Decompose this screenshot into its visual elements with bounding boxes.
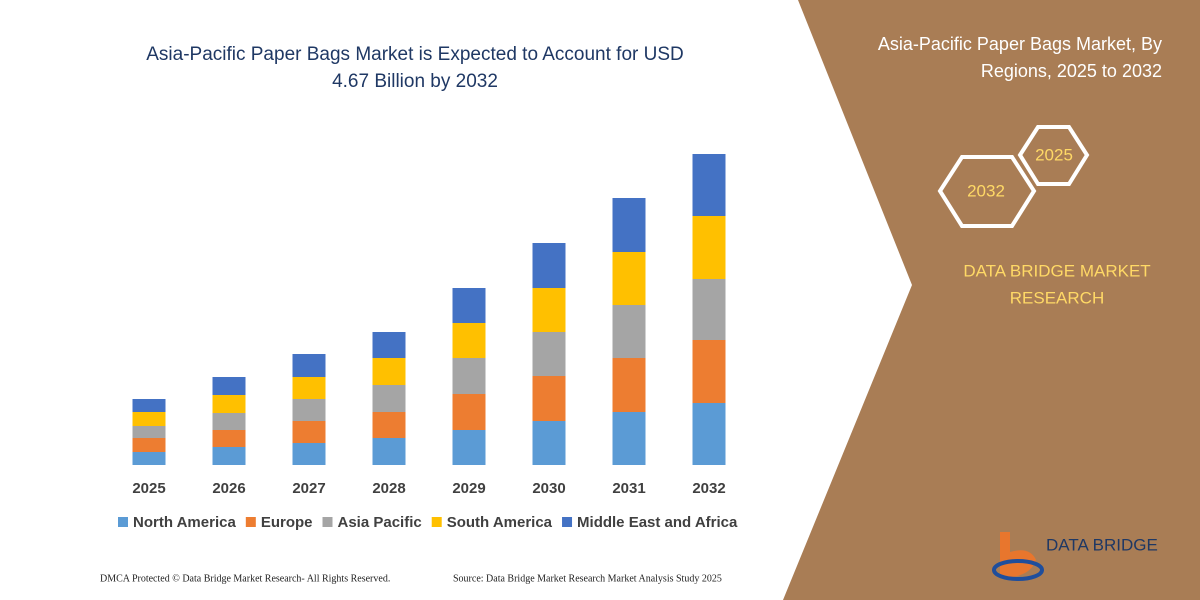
bar-segment [212,377,246,395]
bar-segment [212,395,246,413]
chart-title: Asia-Pacific Paper Bags Market is Expect… [146,44,684,65]
bar-segment [612,412,646,465]
legend-swatch [562,517,573,527]
bar-segment [612,305,646,358]
x-tick-label: 2026 [212,480,245,497]
legend: North America Europe Asia Pacific South Ame… [118,514,738,531]
bar-segment [612,198,646,252]
logo-swoosh [992,559,1044,581]
footer-right: Source: Data Bridge Market Research Mark… [453,573,722,584]
x-tick-label: 2030 [532,480,565,497]
x-tick-label: 2031 [612,480,645,497]
bar-segment [212,447,246,465]
x-tick-label: 2028 [372,480,405,497]
bar-segment [132,426,166,438]
bar-segment [452,323,486,358]
hexagon [937,155,1037,228]
bar-segment [452,394,486,430]
panel-title: Asia-Pacific Paper Bags Market, By [878,34,1162,54]
bar-segment [532,288,566,332]
bar-segment [132,399,166,412]
footer-left: DMCA Protected © Data Bridge Market Rese… [100,573,390,584]
bar-segment [292,399,326,421]
side-panel [783,0,1200,600]
bar-segment [292,421,326,443]
x-tick-label: 2032 [692,480,725,497]
bar-segment [692,403,726,465]
bar-segment [692,154,726,216]
legend-label: Europe [261,514,313,531]
bar-segment [212,413,246,430]
bar-segment [532,332,566,376]
chart-title: 4.67 Billion by 2032 [332,71,498,92]
bar-segment [372,412,406,438]
bar-segment [372,358,406,385]
bar-segment [292,377,326,399]
bar-segment [532,421,566,465]
bar-segment [372,385,406,412]
logo-text: DATA BRIDGE [1046,535,1158,554]
x-tick-label: 2025 [132,480,165,497]
bar-segment [452,358,486,394]
legend-label: Middle East and Africa [577,514,738,531]
x-tick-label: 2029 [452,480,485,497]
bar-segment [612,252,646,305]
legend-label: Asia Pacific [338,514,422,531]
bar-segment [132,438,166,452]
bar-segment [532,376,566,421]
bar-segment [132,412,166,426]
hexagon-label: 2025 [1035,145,1073,164]
legend-swatch [431,517,442,527]
bar-segment [612,358,646,412]
bar-segment [212,430,246,447]
legend-swatch [322,517,333,527]
bar-segment [292,443,326,465]
bar-segment [692,216,726,279]
bar-segment [292,354,326,377]
hexagon-label: 2032 [967,181,1005,200]
bar-segment [452,430,486,465]
bar-segment [532,243,566,288]
bar-segment [372,438,406,465]
legend-label: South America [447,514,553,531]
logo-mark [1000,532,1036,578]
x-tick-label: 2027 [292,480,325,497]
bar-segment [692,279,726,340]
panel-title: Regions, 2025 to 2032 [981,61,1162,81]
plot: 2025 2026 2027 2028 2029 2030 2031 2032 [132,154,726,497]
bar-segment [452,288,486,323]
legend-swatch [118,517,128,527]
brand-text: DATA BRIDGE MARKET [963,261,1150,280]
hexagon [1017,125,1090,186]
bar-segment [372,332,406,358]
legend-label: North America [133,514,236,531]
bar-segment [132,452,166,465]
bar-segment [692,340,726,403]
legend-swatch [245,517,256,527]
brand-text: RESEARCH [1010,288,1104,307]
